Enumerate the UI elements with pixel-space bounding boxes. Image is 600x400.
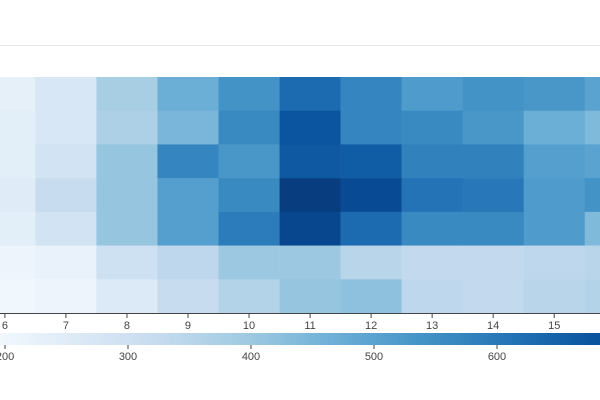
- heatmap-cell: [279, 279, 341, 313]
- colorbar: 200 300 400 500 600: [0, 333, 600, 363]
- x-tick-label: 8: [124, 320, 130, 332]
- heatmap-cell: [96, 245, 158, 280]
- x-tick-label: 6: [2, 320, 8, 332]
- colorbar-bar: [0, 333, 600, 345]
- heatmap-cell: [462, 279, 525, 313]
- x-tick-label: 12: [365, 320, 377, 332]
- heatmap-cell: [0, 279, 36, 313]
- heatmap-cell: [584, 110, 600, 145]
- heatmap-cell: [35, 211, 97, 246]
- heatmap-cell: [279, 144, 341, 179]
- heatmap-cell: [279, 211, 341, 246]
- heatmap-cell: [401, 245, 463, 280]
- heatmap-cell: [279, 178, 341, 213]
- heatmap-cell: [279, 77, 341, 112]
- heatmap-cell: [96, 178, 158, 213]
- x-tick-label: 10: [243, 320, 255, 332]
- heatmap-cell: [157, 144, 219, 179]
- heatmap-cell: [218, 110, 280, 145]
- heatmap-cell: [401, 279, 463, 313]
- heatmap-cell: [584, 245, 600, 280]
- heatmap-cell: [157, 245, 219, 280]
- heatmap-cell: [340, 77, 402, 112]
- heatmap-cell: [157, 178, 219, 213]
- heatmap-cell: [523, 144, 586, 179]
- heatmap-cell: [584, 144, 600, 179]
- heatmap-cell: [340, 144, 402, 179]
- heatmap-cell: [279, 245, 341, 280]
- heatmap-cell: [0, 110, 36, 145]
- x-tick-label: 15: [548, 320, 560, 332]
- heatmap-cell: [462, 110, 525, 145]
- heatmap-cell: [401, 110, 463, 145]
- heatmap-cell: [523, 279, 586, 313]
- heatmap-cell: [35, 144, 97, 179]
- heatmap-cell: [218, 211, 280, 246]
- heatmap-cell: [157, 279, 219, 313]
- heatmap-cell: [279, 110, 341, 145]
- heatmap-cell: [218, 144, 280, 179]
- heatmap-cell: [462, 245, 525, 280]
- heatmap-cell: [340, 110, 402, 145]
- colorbar-tick-label: 600: [488, 351, 506, 363]
- heatmap-cell: [96, 144, 158, 179]
- heatmap-cell: [584, 211, 600, 246]
- heatmap-cell: [157, 110, 219, 145]
- heatmap-cell: [462, 178, 525, 213]
- heatmap-cell: [462, 211, 525, 246]
- heatmap-cell: [401, 77, 463, 112]
- heatmap-cell: [340, 178, 402, 213]
- heatmap-cell: [523, 245, 586, 280]
- heatmap-cell: [0, 245, 36, 280]
- heatmap-cell: [0, 211, 36, 246]
- heatmap-cell: [157, 77, 219, 112]
- heatmap-cell: [584, 178, 600, 213]
- heatmap-cell: [218, 77, 280, 112]
- heatmap-cell: [462, 77, 525, 112]
- x-tick-label: 14: [487, 320, 499, 332]
- heatmap-cell: [523, 178, 586, 213]
- x-tick-label: 11: [304, 320, 315, 332]
- heatmap-cell: [523, 110, 586, 145]
- heatmap-cell: [401, 178, 463, 213]
- heatmap-cell: [401, 144, 463, 179]
- heatmap-cell: [35, 77, 97, 112]
- heatmap-cell: [584, 279, 600, 313]
- heatmap-cell: [35, 110, 97, 145]
- heatmap: [0, 77, 600, 313]
- heatmap-cell: [462, 144, 525, 179]
- heatmap-cell: [96, 211, 158, 246]
- heatmap-cell: [401, 211, 463, 246]
- heatmap-cell: [0, 144, 36, 179]
- x-tick-label: 7: [63, 320, 69, 332]
- heatmap-cell: [218, 245, 280, 280]
- heatmap-cell: [35, 279, 97, 313]
- heatmap-cell: [523, 77, 586, 112]
- heatmap-cell: [0, 77, 36, 112]
- heatmap-cell: [0, 178, 36, 213]
- heatmap-cell: [157, 211, 219, 246]
- heatmap-cell: [523, 211, 586, 246]
- colorbar-tick-label: 500: [365, 351, 383, 363]
- heatmap-cell: [218, 279, 280, 313]
- heatmap-cell: [35, 245, 97, 280]
- heatmap-cell: [96, 77, 158, 112]
- heatmap-cell: [340, 245, 402, 280]
- x-tick-label: 13: [426, 320, 438, 332]
- heatmap-cell: [35, 178, 97, 213]
- heatmap-cell: [340, 279, 402, 313]
- x-tick-label: 9: [185, 320, 191, 332]
- colorbar-tick-label: 400: [242, 351, 260, 363]
- heatmap-cell: [218, 178, 280, 213]
- heatmap-cell: [340, 211, 402, 246]
- colorbar-tick-label: 300: [119, 351, 137, 363]
- heatmap-cell: [584, 77, 600, 112]
- heatmap-cell: [96, 110, 158, 145]
- colorbar-tick-label: 200: [0, 351, 14, 363]
- heatmap-cell: [96, 279, 158, 313]
